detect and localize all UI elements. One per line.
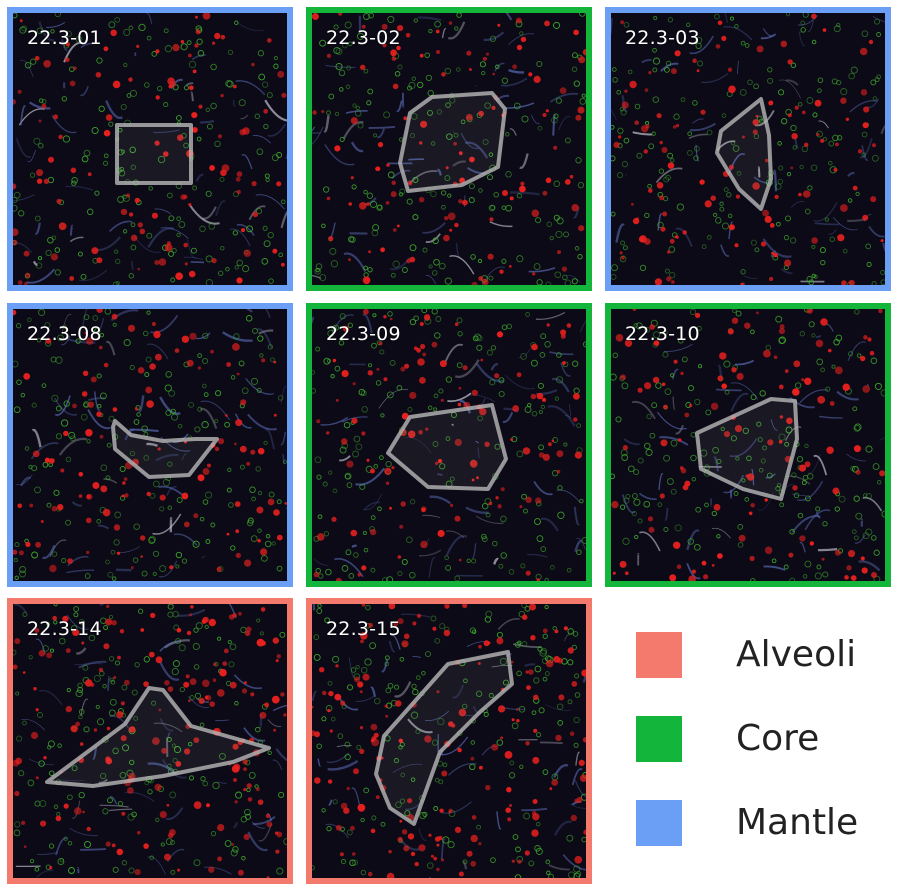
- legend-label: Core: [736, 718, 820, 759]
- tile-22-3-09: 22.3-09: [306, 303, 592, 587]
- legend-label: Alveoli: [736, 634, 857, 675]
- legend-swatch: [636, 632, 682, 678]
- roi-outline: [715, 97, 773, 211]
- microscopy-image: [312, 604, 586, 878]
- tile-22-3-02: 22.3-02: [306, 7, 592, 291]
- legend-label: Mantle: [736, 802, 859, 843]
- roi-outline: [45, 686, 271, 788]
- roi-outline: [374, 650, 514, 826]
- microscopy-image: [611, 309, 885, 581]
- tile-label: 22.3-14: [27, 618, 102, 640]
- roi-outline: [398, 91, 507, 193]
- microscopy-image: [13, 13, 287, 285]
- tile-label: 22.3-09: [326, 323, 401, 345]
- legend-swatch: [636, 800, 682, 846]
- tile-22-3-08: 22.3-08: [7, 303, 293, 587]
- legend-item-mantle: Mantle: [636, 800, 896, 846]
- microscopy-image: [312, 309, 586, 581]
- tile-label: 22.3-08: [27, 323, 102, 345]
- legend-item-core: Core: [636, 716, 896, 762]
- tile-22-3-03: 22.3-03: [605, 7, 891, 291]
- tile-label: 22.3-03: [625, 27, 700, 49]
- legend-item-alveoli: Alveoli: [636, 632, 896, 678]
- tile-label: 22.3-02: [326, 27, 401, 49]
- roi-outline: [111, 419, 219, 479]
- microscopy-image: [13, 309, 287, 581]
- roi-outline: [386, 403, 508, 491]
- tile-22-3-01: 22.3-01: [7, 7, 293, 291]
- microscopy-image: [611, 13, 885, 285]
- microscopy-image: [13, 604, 287, 878]
- tile-22-3-15: 22.3-15: [306, 598, 592, 884]
- roi-outline: [115, 123, 193, 185]
- legend-swatch: [636, 716, 682, 762]
- tile-22-3-10: 22.3-10: [605, 303, 891, 587]
- tile-label: 22.3-10: [625, 323, 700, 345]
- tile-label: 22.3-01: [27, 27, 102, 49]
- tile-22-3-14: 22.3-14: [7, 598, 293, 884]
- tile-label: 22.3-15: [326, 618, 401, 640]
- roi-outline: [695, 397, 799, 501]
- microscopy-image: [312, 13, 586, 285]
